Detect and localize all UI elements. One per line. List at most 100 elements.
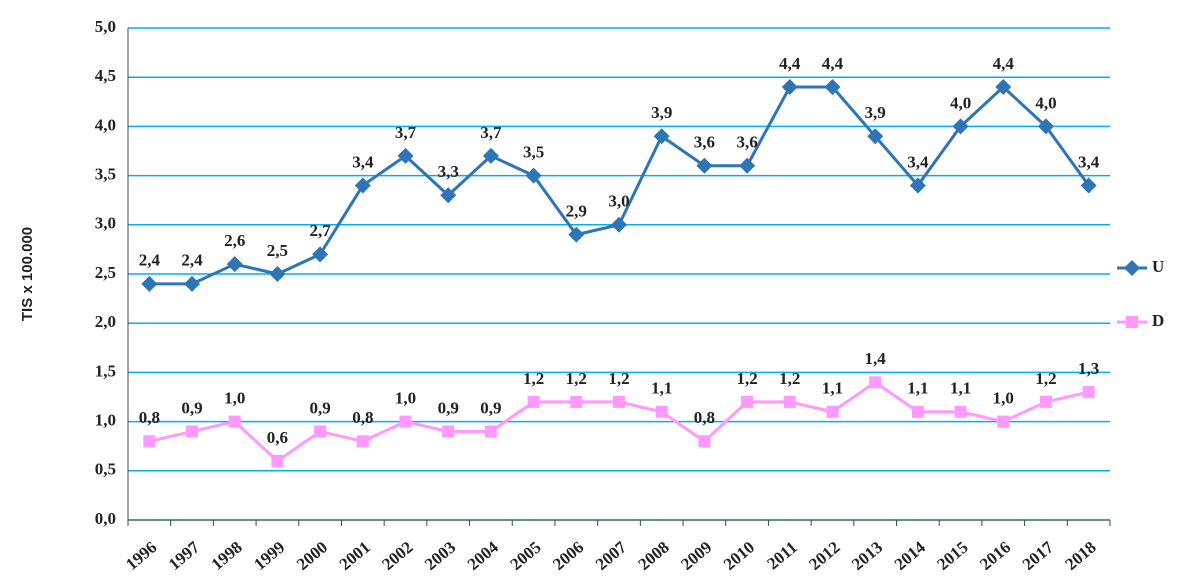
data-label: 3,9 <box>865 103 886 122</box>
data-label: 1,2 <box>736 369 757 388</box>
y-tick-label: 4,0 <box>95 115 116 134</box>
series-line <box>149 84 1090 286</box>
data-label: 2,9 <box>566 202 587 221</box>
data-point <box>909 177 926 194</box>
legend-marker <box>1126 316 1138 328</box>
data-point <box>184 275 201 292</box>
data-point <box>186 425 199 438</box>
data-point <box>741 395 754 408</box>
data-label: 1,0 <box>224 389 245 408</box>
data-point <box>356 435 369 448</box>
legend-label: U <box>1152 257 1164 276</box>
data-point <box>952 118 969 135</box>
x-tick-label: 2018 <box>1061 538 1099 574</box>
data-label: 3,4 <box>907 152 929 171</box>
data-point <box>269 266 286 282</box>
data-point <box>824 79 841 96</box>
data-label: 2,7 <box>310 221 332 240</box>
x-tick-label: 2007 <box>592 537 631 574</box>
data-point <box>826 405 839 418</box>
data-label: 0,9 <box>480 398 501 417</box>
x-tick-label: 2005 <box>506 538 544 574</box>
data-label: 1,1 <box>950 379 971 398</box>
data-label: 4,0 <box>950 93 971 112</box>
data-point <box>867 128 884 145</box>
x-tick-label: 2013 <box>848 538 886 574</box>
data-point <box>143 435 156 448</box>
y-tick-label: 5,0 <box>95 17 116 36</box>
x-tick-label: 2012 <box>805 538 843 574</box>
x-tick-label: 2002 <box>378 538 416 574</box>
x-tick-label: 1997 <box>165 537 204 574</box>
data-point <box>484 425 497 438</box>
data-label: 4,4 <box>779 54 801 73</box>
data-label: 2,4 <box>181 251 203 270</box>
x-tick-label: 2008 <box>635 538 673 574</box>
data-label: 3,6 <box>736 133 757 152</box>
x-tick-label: 2015 <box>933 538 971 574</box>
data-label: 1,1 <box>907 379 928 398</box>
data-point <box>954 405 967 418</box>
data-point <box>525 167 542 184</box>
data-label: 1,1 <box>651 379 672 398</box>
y-tick-label: 3,0 <box>95 214 116 233</box>
data-label: 1,2 <box>1035 369 1056 388</box>
data-label: 1,3 <box>1078 359 1099 378</box>
data-point <box>312 246 329 263</box>
x-tick-label: 2009 <box>677 538 715 574</box>
x-tick-label: 2011 <box>763 538 801 574</box>
data-point <box>271 454 284 467</box>
data-point <box>611 216 627 233</box>
x-tick-label: 2006 <box>549 538 587 574</box>
data-label: 1,0 <box>395 389 416 408</box>
data-point <box>997 415 1010 428</box>
x-tick-label: 1996 <box>122 538 160 574</box>
data-point <box>1037 118 1054 135</box>
y-tick-label: 4,5 <box>95 66 116 85</box>
data-label: 2,4 <box>139 251 161 270</box>
data-label: 3,5 <box>523 143 544 162</box>
data-label: 0,9 <box>438 398 459 417</box>
y-tick-label: 0,0 <box>95 509 116 528</box>
data-point <box>568 226 585 243</box>
data-label: 0,8 <box>352 408 373 427</box>
data-label: 3,4 <box>352 152 374 171</box>
data-label: 1,2 <box>523 369 544 388</box>
data-label: 1,2 <box>779 369 800 388</box>
data-point <box>228 415 241 428</box>
y-tick-label: 2,5 <box>95 263 116 282</box>
y-tick-label: 2,0 <box>95 312 116 331</box>
x-tick-label: 2010 <box>720 538 758 574</box>
data-label: 2,5 <box>267 241 288 260</box>
data-point <box>696 157 713 174</box>
data-label: 3,7 <box>395 123 417 142</box>
data-point <box>869 376 882 389</box>
data-point <box>698 435 711 448</box>
y-tick-label: 3,5 <box>95 165 116 184</box>
data-label: 1,0 <box>993 389 1014 408</box>
data-point <box>911 405 924 418</box>
data-point <box>739 157 756 174</box>
x-tick-label: 2014 <box>891 537 930 574</box>
data-label: 0,8 <box>694 408 715 427</box>
x-tick-label: 2017 <box>1019 537 1058 574</box>
y-tick-label: 1,0 <box>95 411 116 430</box>
data-label: 3,7 <box>480 123 502 142</box>
data-point <box>1039 395 1052 408</box>
data-point <box>653 128 670 145</box>
x-tick-label: 1998 <box>208 538 246 574</box>
x-tick-label: 2000 <box>293 538 331 574</box>
x-tick-label: 2016 <box>976 538 1014 574</box>
y-axis-label: TIS x 100.000 <box>19 227 36 321</box>
data-label: 3,0 <box>608 192 629 211</box>
data-point <box>613 395 625 408</box>
data-point <box>397 147 414 164</box>
data-label: 3,9 <box>651 103 672 122</box>
data-label: 3,4 <box>1078 152 1100 171</box>
data-point <box>570 395 583 408</box>
data-label: 4,4 <box>822 54 844 73</box>
data-point <box>1080 177 1097 194</box>
data-label: 1,2 <box>608 369 629 388</box>
data-point <box>482 147 499 164</box>
x-tick-label: 1999 <box>250 538 288 574</box>
